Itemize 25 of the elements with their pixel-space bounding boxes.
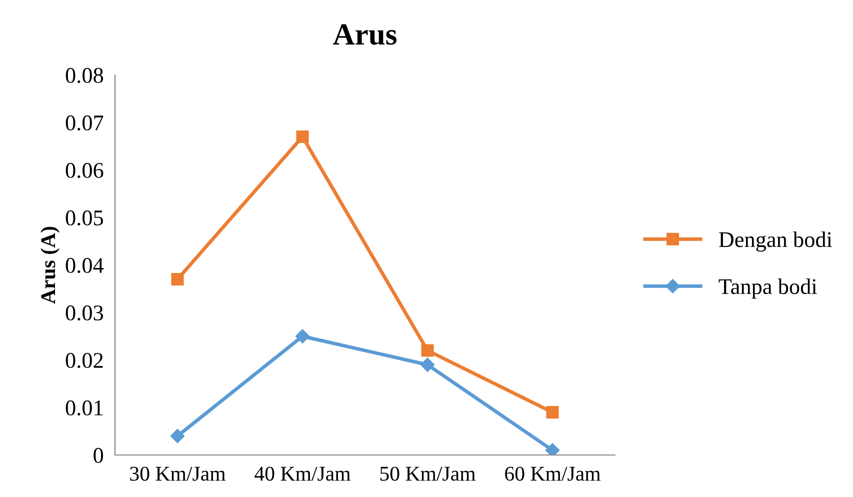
y-tick-label: 0.06 xyxy=(66,162,104,178)
x-tick-label: 30 Km/Jam xyxy=(130,466,226,481)
x-tick-label: 40 Km/Jam xyxy=(254,466,350,481)
point xyxy=(421,344,434,357)
y-tick-label: 0.08 xyxy=(66,68,104,84)
point xyxy=(545,443,560,455)
y-axis-title: Arus (A) xyxy=(40,226,60,304)
chart-title: Arus xyxy=(333,24,397,45)
y-tick-label: 0.07 xyxy=(66,115,104,131)
x-tick-label: 50 Km/Jam xyxy=(380,466,476,481)
legend-label: Tanpa bodi xyxy=(718,278,817,299)
x-tick-label: 60 Km/Jam xyxy=(505,466,600,481)
y-tick-label: 0.04 xyxy=(66,258,104,274)
point xyxy=(546,406,559,418)
point xyxy=(295,329,310,344)
y-tick-label: 0 xyxy=(94,448,104,463)
legend-label: Dengan bodi xyxy=(718,231,832,252)
y-tick-label: 0.01 xyxy=(66,400,103,416)
point xyxy=(420,358,435,372)
y-tick-label: 0.03 xyxy=(66,305,104,321)
point xyxy=(171,273,184,286)
point xyxy=(170,428,185,444)
y-tick-label: 0.02 xyxy=(66,352,103,368)
point xyxy=(296,130,309,143)
y-tick-label: 0.05 xyxy=(66,210,104,226)
